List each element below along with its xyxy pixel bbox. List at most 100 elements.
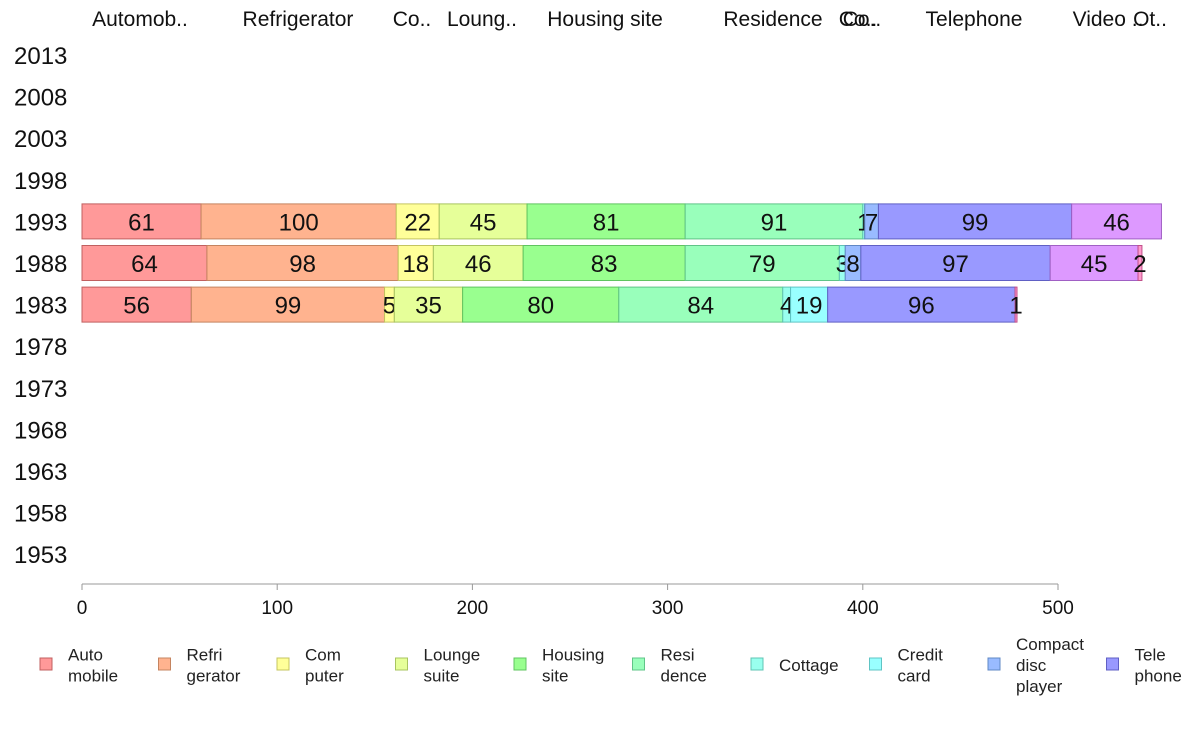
legend-label: Credit card bbox=[898, 646, 944, 686]
legend-swatch bbox=[158, 657, 171, 671]
column-header-label: Automob.. bbox=[92, 8, 188, 31]
column-header-labels: Automob.. Refrigerator Co.. Loung.. Housing … bbox=[92, 8, 1167, 31]
y-tick-label: 1998 bbox=[14, 168, 67, 195]
bar-value-label: 1 bbox=[1009, 293, 1022, 320]
bar-value-label: 61 bbox=[128, 209, 155, 236]
legend-swatch bbox=[632, 657, 645, 671]
bar-segment bbox=[1071, 203, 1162, 240]
bar-value-label: 81 bbox=[593, 209, 620, 236]
bar-value-label: 8 bbox=[846, 251, 859, 278]
legend-label: Cottage bbox=[779, 656, 839, 675]
legend-label: Refri gerator bbox=[187, 646, 241, 686]
bar-segment bbox=[1137, 245, 1143, 281]
y-tick-label: 1988 bbox=[14, 251, 67, 278]
y-tick-label: 1978 bbox=[14, 334, 67, 361]
bar-value-label: 91 bbox=[761, 209, 788, 236]
column-header-label: Loung.. bbox=[447, 8, 517, 31]
legend-label: Tele phone bbox=[1135, 646, 1182, 686]
column-header-label: Co.. bbox=[843, 8, 882, 31]
bar-value-label: 46 bbox=[465, 251, 492, 278]
bar-segment bbox=[462, 286, 620, 323]
legend-swatch bbox=[39, 657, 53, 671]
bar-value-label: 7 bbox=[865, 209, 878, 236]
legend-swatch bbox=[276, 657, 290, 671]
bar-value-label: 99 bbox=[962, 209, 989, 236]
bar-segment bbox=[877, 203, 1073, 240]
bar-value-label: 45 bbox=[1081, 251, 1108, 278]
bar-value-label: 98 bbox=[289, 251, 316, 278]
legend: Auto mobile Refri gerator Com puter Lounge suit… bbox=[39, 635, 1182, 696]
column-header-label: Residence bbox=[723, 8, 822, 31]
column-header-label: Housing site bbox=[547, 8, 663, 31]
bar-value-label: 46 bbox=[1103, 209, 1130, 236]
legend-swatch bbox=[513, 657, 527, 671]
column-header-label: Refrigerator bbox=[243, 8, 354, 31]
y-tick-label: 1953 bbox=[14, 542, 67, 569]
bar-segment bbox=[618, 286, 784, 323]
bar-segment bbox=[81, 203, 202, 240]
bar-segment bbox=[684, 203, 864, 240]
bar-value-label: 80 bbox=[527, 293, 554, 320]
legend-swatch bbox=[869, 657, 882, 671]
bar-value-label: 19 bbox=[796, 293, 823, 320]
bar-value-label: 35 bbox=[415, 293, 442, 320]
bar-value-label: 5 bbox=[383, 293, 396, 320]
legend-label: Com puter bbox=[305, 646, 344, 686]
y-tick-label: 1973 bbox=[14, 376, 67, 403]
bar-value-label: 96 bbox=[908, 293, 935, 320]
bar-segment bbox=[790, 286, 829, 323]
column-header-label: Co.. bbox=[393, 8, 432, 31]
bar-value-label: 45 bbox=[470, 209, 497, 236]
bar-value-label: 97 bbox=[942, 251, 969, 278]
bar-segment bbox=[1014, 286, 1018, 323]
legend-label: Resi dence bbox=[661, 646, 707, 686]
y-tick-label: 1968 bbox=[14, 417, 67, 444]
legend-label: Housing site bbox=[542, 646, 604, 686]
y-axis: 2013 2008 2003 1998 1993 1988 1983 1978 1973 1968… bbox=[14, 43, 67, 569]
bar-value-label: 100 bbox=[279, 209, 319, 236]
y-tick-label: 2008 bbox=[14, 85, 67, 112]
x-tick-label: 500 bbox=[1042, 598, 1074, 619]
x-tick-label: 300 bbox=[652, 598, 684, 619]
bar-value-label: 56 bbox=[123, 293, 150, 320]
x-tick-label: 400 bbox=[847, 598, 879, 619]
bar-value-label: 79 bbox=[749, 251, 776, 278]
bar-segment bbox=[395, 203, 440, 240]
bar-segment bbox=[526, 203, 686, 240]
bar-segment bbox=[397, 245, 434, 281]
legend-swatch bbox=[395, 657, 408, 671]
y-tick-label: 1958 bbox=[14, 501, 67, 528]
y-tick-label: 2013 bbox=[14, 43, 67, 70]
bar-value-label: 4 bbox=[780, 293, 793, 320]
bar-segment bbox=[432, 245, 524, 281]
legend-swatch bbox=[1106, 657, 1119, 671]
column-header-label: Video .. bbox=[1073, 8, 1144, 31]
column-header-label: Co.. bbox=[839, 8, 878, 31]
bar-segment bbox=[438, 203, 528, 240]
column-header-label: Ot.. bbox=[1133, 8, 1167, 31]
bar-value-label: 64 bbox=[131, 251, 158, 278]
x-tick-label: 100 bbox=[261, 598, 293, 619]
bar-segment bbox=[684, 245, 840, 281]
legend-label: Auto mobile bbox=[68, 646, 118, 686]
legend-swatch bbox=[987, 657, 1001, 671]
bar-value-label: 99 bbox=[275, 293, 302, 320]
bar-segment bbox=[393, 286, 464, 323]
bar-segment bbox=[522, 245, 686, 281]
bar-segment bbox=[860, 245, 1051, 281]
y-tick-label: 1983 bbox=[14, 293, 67, 320]
bar-segment bbox=[206, 245, 399, 281]
y-tick-label: 1963 bbox=[14, 459, 67, 486]
column-header-label: Telephone bbox=[926, 8, 1023, 31]
bar-segment bbox=[81, 245, 208, 281]
x-tick-label: 200 bbox=[457, 598, 489, 619]
legend-label: Lounge suite bbox=[424, 646, 481, 686]
bar-value-label: 18 bbox=[402, 251, 429, 278]
y-tick-label: 1993 bbox=[14, 209, 67, 236]
bar-segment bbox=[81, 286, 192, 323]
legend-swatch bbox=[750, 657, 764, 671]
bar-value-label: 83 bbox=[591, 251, 618, 278]
bar-value-label: 2 bbox=[1133, 251, 1146, 278]
